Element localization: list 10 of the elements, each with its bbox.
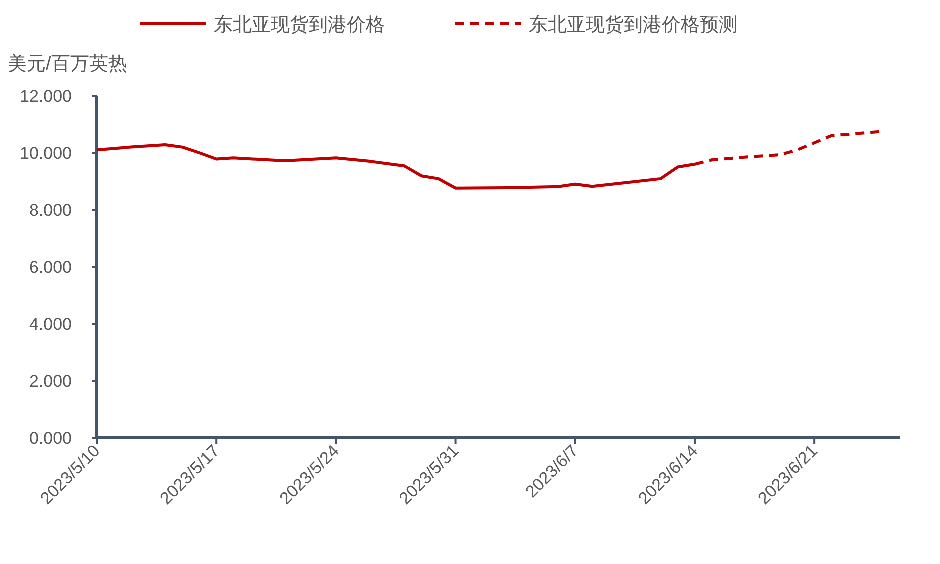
y-tick-label: 0.000	[29, 429, 72, 448]
y-tick-label: 2.000	[29, 372, 72, 391]
y-axis-title: 美元/百万英热	[8, 53, 128, 75]
y-tick-label: 10.000	[20, 144, 72, 163]
y-tick-label: 6.000	[29, 258, 72, 277]
legend-label: 东北亚现货到港价格	[214, 15, 385, 36]
y-tick-label: 12.000	[20, 87, 72, 106]
y-tick-label: 8.000	[29, 201, 72, 220]
legend-label: 东北亚现货到港价格预测	[529, 15, 738, 36]
y-tick-label: 4.000	[29, 315, 72, 334]
